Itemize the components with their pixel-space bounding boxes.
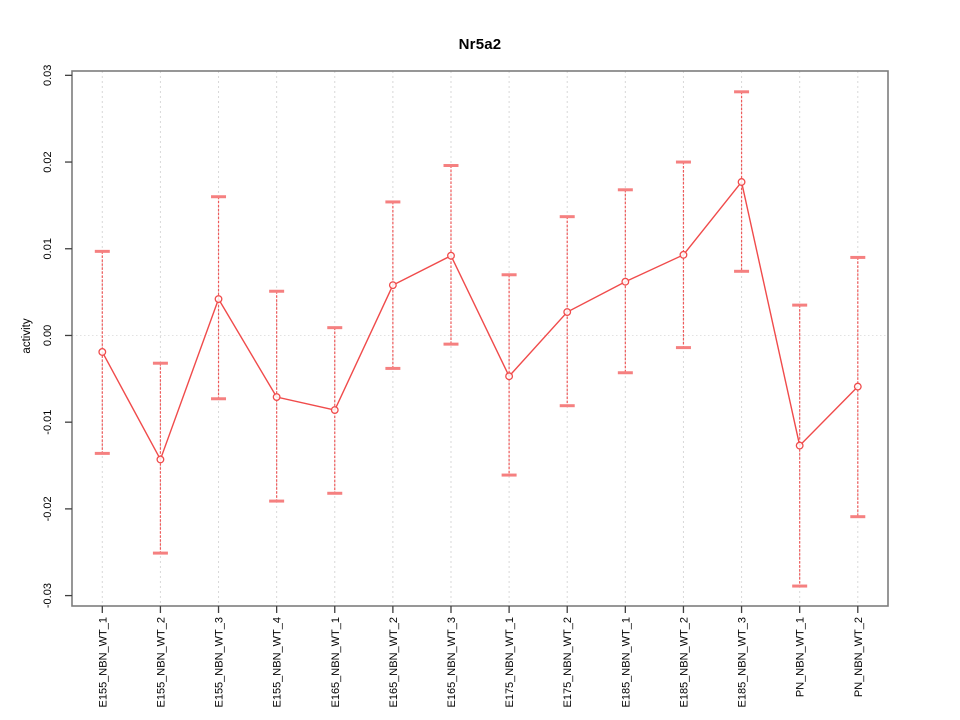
x-tick-label: E185_NBN_WT_2 [678, 617, 690, 708]
plot-box [71, 70, 889, 607]
x-tick-label: PN_NBN_WT_2 [853, 617, 865, 697]
data-point [156, 455, 165, 464]
y-axis-label: activity [21, 318, 33, 354]
data-point [330, 406, 339, 414]
data-point [679, 250, 688, 259]
x-tick-label: E165_NBN_WT_2 [388, 617, 400, 708]
data-point [737, 178, 746, 186]
x-tick-label: E165_NBN_WT_1 [330, 617, 342, 708]
x-tick-label: E165_NBN_WT_3 [446, 617, 458, 708]
data-point [447, 251, 455, 260]
y-tick-label: 0.00 [42, 325, 54, 346]
x-tick-label: E175_NBN_WT_1 [504, 617, 516, 708]
data-point [795, 441, 804, 450]
data-point [563, 308, 572, 317]
y-tick-label: -0.03 [42, 583, 54, 608]
x-tick-label: E155_NBN_WT_3 [214, 617, 226, 708]
y-tick-label: 0.02 [42, 151, 54, 172]
x-tick-label: E185_NBN_WT_1 [620, 617, 632, 708]
x-tick-label: E155_NBN_WT_4 [272, 617, 284, 708]
x-tick-label: PN_NBN_WT_1 [795, 617, 807, 697]
x-tick-label: E155_NBN_WT_2 [155, 617, 167, 708]
data-point [272, 393, 281, 401]
x-tick-label: E155_NBN_WT_1 [97, 617, 109, 708]
y-tick-label: 0.01 [42, 238, 54, 259]
y-tick-label: -0.01 [42, 410, 54, 435]
series-line [101, 180, 859, 462]
x-tick-label: E175_NBN_WT_2 [562, 617, 574, 708]
data-point [98, 347, 107, 356]
data-point [853, 382, 862, 391]
y-tick-label: -0.02 [42, 496, 54, 521]
y-tick-label: 0.03 [42, 65, 54, 86]
data-point [214, 295, 223, 303]
chart-title: Nr5a2 [458, 36, 502, 53]
data-point [505, 372, 514, 381]
x-tick-label: E185_NBN_WT_3 [737, 617, 749, 708]
data-point [388, 281, 397, 290]
data-point [621, 277, 630, 286]
